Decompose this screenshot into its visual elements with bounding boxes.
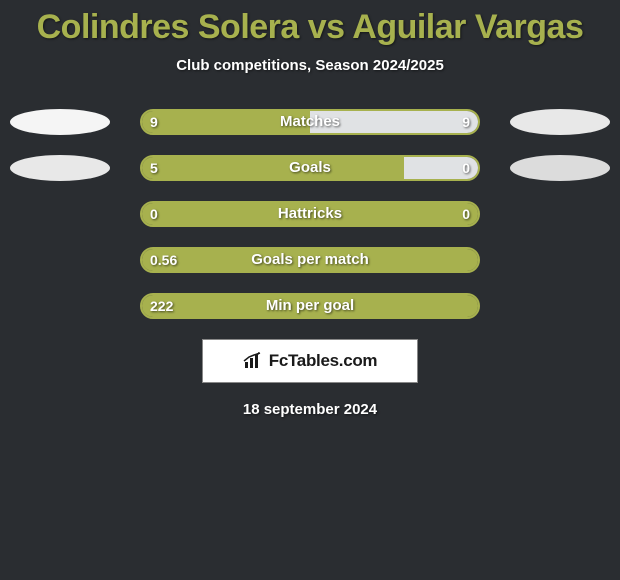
stat-row: 222 Min per goal (0, 293, 620, 319)
bar-left (142, 203, 478, 225)
player-marker-right (510, 109, 610, 135)
comparison-chart: 9 Matches 9 5 Goals 0 0 Hattricks 0 0.56… (0, 109, 620, 319)
stat-row: 0 Hattricks 0 (0, 201, 620, 227)
bar-left (142, 157, 404, 179)
bar-track (140, 293, 480, 319)
page-title: Colindres Solera vs Aguilar Vargas (0, 0, 620, 47)
bar-right (404, 157, 478, 179)
player-marker-right (510, 155, 610, 181)
bar-track (140, 109, 480, 135)
bar-track (140, 155, 480, 181)
stat-row: 5 Goals 0 (0, 155, 620, 181)
logo-text: FcTables.com (269, 351, 378, 371)
stat-row: 9 Matches 9 (0, 109, 620, 135)
player-marker-left (10, 109, 110, 135)
subtitle: Club competitions, Season 2024/2025 (0, 57, 620, 74)
bar-left (142, 249, 478, 271)
bar-track (140, 201, 480, 227)
player-marker-left (10, 155, 110, 181)
fctables-logo: FcTables.com (202, 339, 418, 383)
date-label: 18 september 2024 (0, 401, 620, 418)
bar-left (142, 295, 478, 317)
bar-chart-icon (243, 352, 265, 370)
bar-track (140, 247, 480, 273)
stat-row: 0.56 Goals per match (0, 247, 620, 273)
bar-right (310, 111, 478, 133)
bar-left (142, 111, 310, 133)
